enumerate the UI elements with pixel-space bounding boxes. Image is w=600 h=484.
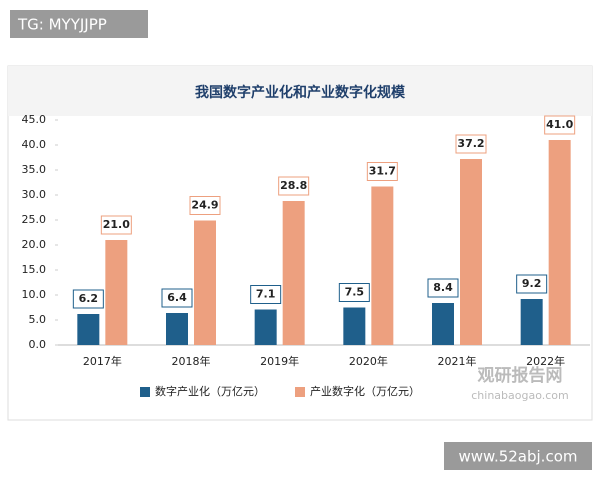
legend-label: 数字产业化（万亿元） xyxy=(155,384,265,398)
footer: www.52abj.com xyxy=(459,448,578,466)
value-label-box xyxy=(100,215,132,235)
x-tick-label: 2021年 xyxy=(438,354,477,368)
value-label: 28.8 xyxy=(280,179,307,192)
watermark-site: chinabaogao.com xyxy=(471,389,569,402)
value-label: 6.4 xyxy=(167,291,187,304)
bar xyxy=(77,314,100,345)
value-label: 21.0 xyxy=(103,218,130,231)
value-label: 9.2 xyxy=(522,277,542,290)
value-label-box xyxy=(544,115,576,135)
legend-label: 产业数字化（万亿元） xyxy=(310,384,420,398)
chart-title: 我国数字产业化和产业数字化规模 xyxy=(195,84,406,101)
bar xyxy=(105,240,128,345)
x-tick-label: 2019年 xyxy=(260,354,299,368)
x-tick-label: 2020年 xyxy=(349,354,388,368)
bar xyxy=(166,313,188,345)
value-label-box xyxy=(189,196,221,215)
legend-swatch xyxy=(140,387,150,397)
bar xyxy=(343,307,366,345)
value-label-box xyxy=(338,283,370,302)
y-tick-label: 30.0 xyxy=(22,188,47,201)
y-tick-label: 45.0 xyxy=(22,113,47,126)
y-tick-label: 20.0 xyxy=(22,238,47,251)
value-label-box xyxy=(250,285,282,304)
watermark-brand: 观研报告网 xyxy=(477,365,563,386)
y-tick-label: 0.0 xyxy=(29,338,47,351)
bar xyxy=(520,299,543,345)
bar xyxy=(460,159,482,345)
legend-swatch xyxy=(295,387,305,397)
value-label: 24.9 xyxy=(191,199,218,212)
value-label: 7.5 xyxy=(345,286,365,299)
value-label-box xyxy=(72,289,104,309)
value-label: 31.7 xyxy=(369,165,396,178)
x-tick-label: 2017年 xyxy=(83,354,122,368)
y-tick-label: 35.0 xyxy=(22,163,47,176)
value-label: 41.0 xyxy=(546,118,573,131)
footer-box xyxy=(444,442,592,470)
y-tick-label: 40.0 xyxy=(22,138,47,151)
bar xyxy=(194,220,216,345)
y-tick-label: 15.0 xyxy=(22,263,47,276)
bar xyxy=(432,303,454,345)
value-label-box xyxy=(161,288,193,308)
value-label-box xyxy=(455,134,487,154)
y-tick-label: 10.0 xyxy=(22,288,47,301)
x-tick-label: 2018年 xyxy=(172,354,211,368)
bar xyxy=(282,201,305,345)
value-label: 8.4 xyxy=(433,281,453,294)
value-label-box xyxy=(427,278,459,298)
value-label-box xyxy=(278,176,310,196)
bar xyxy=(371,186,394,345)
tag: TG: MYYJJPP xyxy=(17,16,107,34)
x-tick-label: 2022年 xyxy=(526,354,565,368)
y-tick-label: 25.0 xyxy=(22,213,47,226)
y-tick-label: 5.0 xyxy=(29,313,47,326)
card-header xyxy=(8,66,592,116)
bar xyxy=(548,140,571,345)
value-label: 6.2 xyxy=(79,292,99,305)
tag-box xyxy=(10,10,148,38)
value-label-box xyxy=(366,162,398,181)
value-label: 7.1 xyxy=(256,288,276,301)
bar xyxy=(254,309,277,345)
value-label: 37.2 xyxy=(457,137,484,150)
value-label-box xyxy=(516,274,548,294)
